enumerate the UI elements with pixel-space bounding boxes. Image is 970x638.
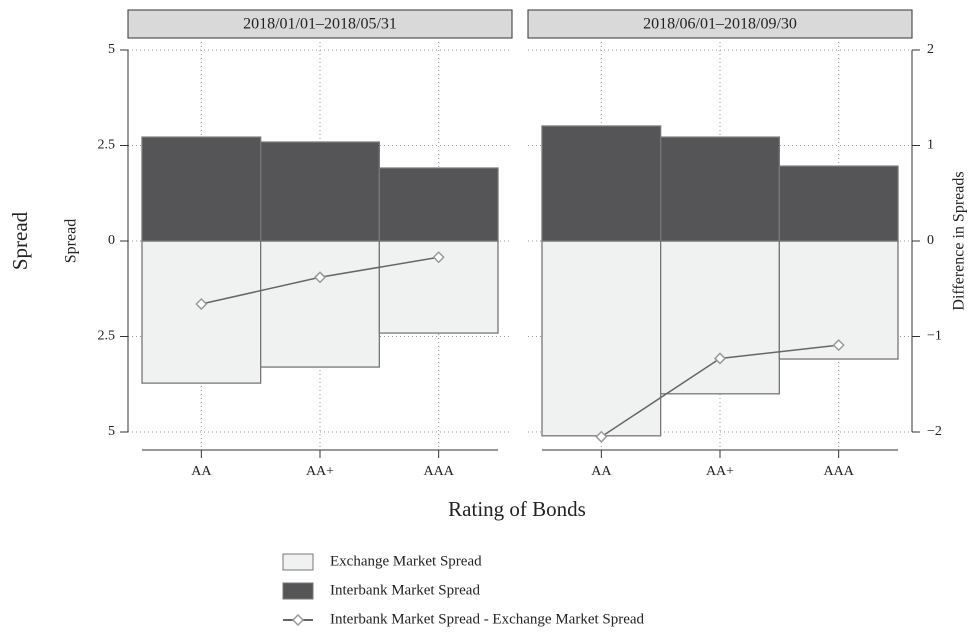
panel-header [127, 9, 513, 39]
y2-tick-label: 1 [927, 138, 934, 153]
bar [541, 125, 662, 242]
bar [141, 136, 262, 242]
y2-tick-label: −1 [927, 329, 942, 344]
bar [141, 240, 262, 384]
y2-tick-label: −2 [927, 424, 942, 439]
bar [541, 240, 662, 437]
bar [778, 165, 899, 242]
y2-tick-label: 2 [927, 42, 934, 57]
y-tick-label: 0 [108, 233, 115, 248]
marker [313, 271, 327, 284]
y-tick-label: 2.5 [98, 329, 116, 344]
x-title: Rating of Bonds [448, 497, 586, 521]
y-tick-label: 2.5 [98, 138, 116, 153]
bar [660, 240, 780, 395]
y-title-inner: Spread [63, 219, 80, 263]
x-tick-label: AA+ [706, 464, 734, 479]
y-title: Spread [8, 211, 32, 270]
y2-tick-label: 0 [927, 233, 934, 248]
marker [195, 297, 208, 311]
x-tick-label: AA+ [306, 464, 334, 479]
bar [260, 240, 380, 368]
legend-label: Interbank Market Spread - Exchange Marke… [330, 611, 645, 627]
panel-title: 2018/01/01–2018/05/31 [243, 16, 397, 33]
x-tick-label: AAA [423, 464, 454, 479]
x-tick-label: AA [191, 464, 212, 479]
x-tick-label: AA [591, 464, 612, 479]
y-tick-label: 5 [108, 42, 115, 57]
bar [378, 167, 499, 242]
marker [713, 352, 727, 365]
legend-swatch [282, 553, 314, 571]
y-tick-label: 5 [108, 424, 115, 439]
y2-title: Difference in Spreads [951, 171, 968, 310]
panel-title: 2018/06/01–2018/09/30 [643, 16, 797, 33]
bar [260, 141, 380, 242]
marker [432, 251, 445, 264]
legend-swatch [282, 582, 314, 600]
marker [595, 430, 608, 443]
marker [832, 339, 845, 352]
x-tick-label: AAA [823, 464, 854, 479]
bar [660, 136, 780, 242]
legend-marker [291, 613, 305, 627]
legend-label: Exchange Market Spread [330, 553, 482, 569]
legend-label: Interbank Market Spread [330, 582, 480, 598]
